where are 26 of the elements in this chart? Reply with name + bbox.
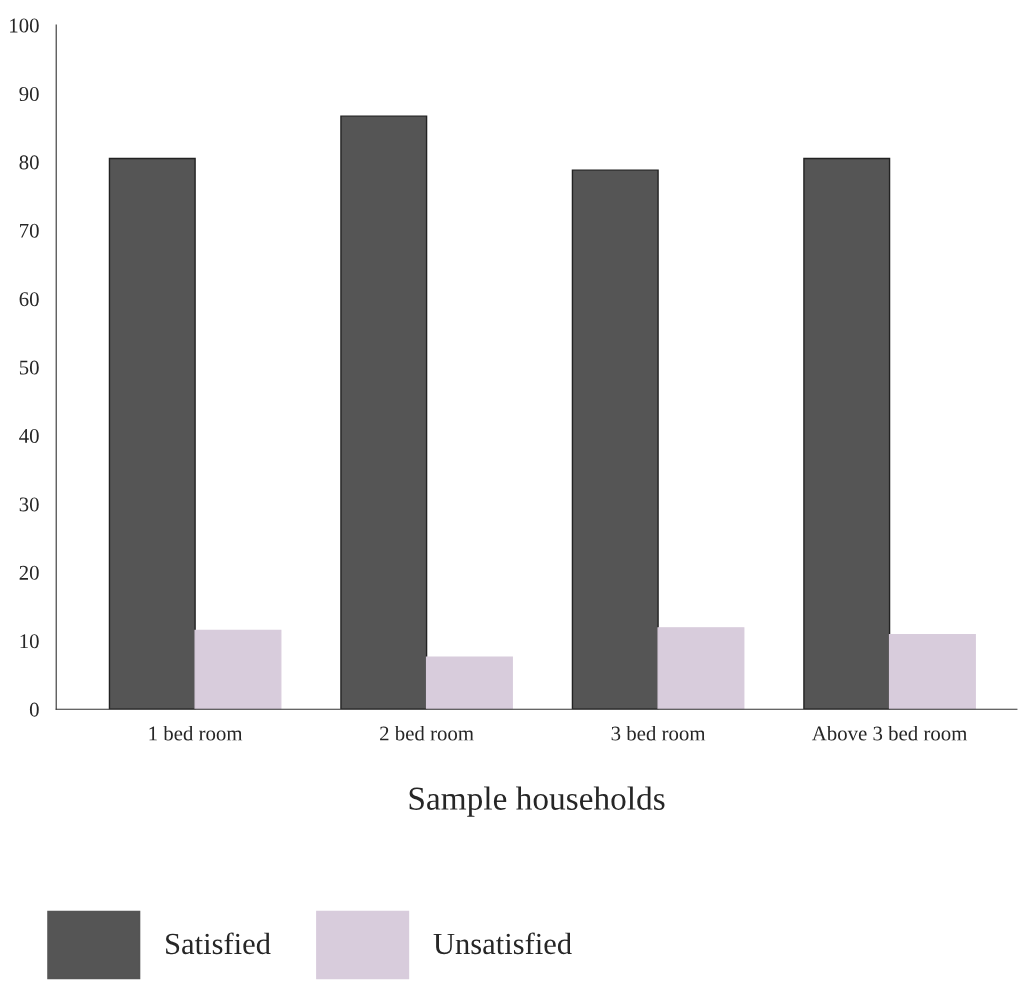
bar (571, 169, 659, 710)
x-tick-label: 3 bed room (611, 725, 706, 741)
bar (108, 157, 196, 710)
bar (194, 629, 282, 710)
y-tick-label: 70 (20, 223, 39, 238)
bar (657, 627, 745, 710)
y-tick-label: 100 (10, 18, 39, 33)
x-tick-label: Above 3 bed room (811, 725, 968, 741)
y-tick-label: 50 (19, 360, 39, 375)
legend-label: Satisfied (166, 932, 271, 955)
y-tick-label: 20 (19, 565, 39, 580)
y-tick-label: 10 (20, 634, 39, 649)
x-tick-label: 1 bed room (149, 725, 243, 741)
y-tick-label: 90 (19, 86, 39, 101)
bar (340, 115, 428, 710)
legend-label: Unsatisfied (433, 932, 572, 955)
y-tick-label: 40 (19, 428, 39, 444)
bar (425, 656, 513, 710)
x-axis-title: Sample households (409, 786, 665, 817)
y-tick-label: 60 (19, 292, 39, 307)
y-tick-label: 30 (19, 497, 39, 512)
y-tick-label: 0 (29, 702, 39, 717)
x-tick-label: 2 bed room (380, 725, 474, 741)
bar (803, 157, 891, 710)
bar (888, 633, 976, 710)
y-tick-label: 80 (19, 155, 39, 170)
